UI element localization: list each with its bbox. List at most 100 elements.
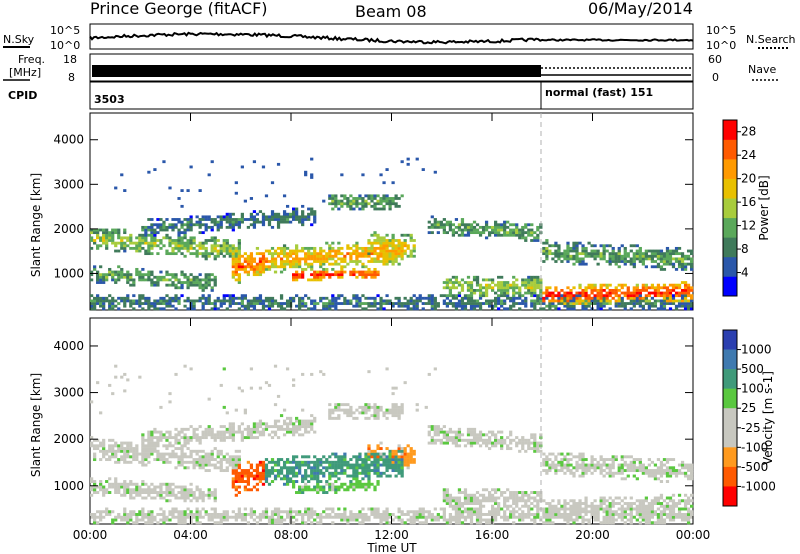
velocity-cell xyxy=(548,507,552,511)
power-cell xyxy=(343,254,347,258)
power-cell xyxy=(394,249,398,253)
power-cell xyxy=(497,296,501,300)
power-cell xyxy=(159,299,163,303)
velocity-cell xyxy=(186,507,190,511)
power-cell xyxy=(530,283,534,287)
power-cell xyxy=(397,299,401,303)
velocity-cell xyxy=(527,515,531,519)
power-cell xyxy=(96,302,100,305)
velocity-cell xyxy=(457,521,462,525)
velocity-cell xyxy=(186,493,190,497)
power-cell xyxy=(295,257,299,261)
velocity-cell xyxy=(201,449,205,453)
velocity-cell xyxy=(216,460,220,464)
power-cell xyxy=(572,307,576,311)
power-cell xyxy=(150,270,154,274)
velocity-cell xyxy=(316,466,320,470)
power-cell xyxy=(331,302,335,305)
power-cell xyxy=(382,262,386,266)
velocity-cell xyxy=(174,515,178,519)
power-cell xyxy=(228,215,232,219)
velocity-cell xyxy=(554,510,558,514)
power-cell xyxy=(237,281,241,284)
power-cell xyxy=(373,267,377,271)
power-cell xyxy=(258,270,263,274)
power-cell xyxy=(96,275,100,279)
power-cell xyxy=(484,220,489,224)
power-cell xyxy=(578,257,582,261)
power-cell xyxy=(506,288,510,292)
power-cell xyxy=(683,257,688,261)
velocity-cell xyxy=(282,433,287,437)
velocity-cell xyxy=(132,452,136,456)
velocity-cell xyxy=(117,458,121,462)
velocity-cell xyxy=(310,510,314,514)
power-cell xyxy=(427,296,431,300)
power-cell xyxy=(96,228,100,232)
power-cell xyxy=(258,252,263,256)
power-cell xyxy=(620,244,624,248)
power-cell xyxy=(195,278,199,282)
power-cell xyxy=(349,204,353,208)
velocity-cell xyxy=(255,521,260,525)
power-cell xyxy=(313,307,317,311)
power-cell xyxy=(120,296,124,300)
power-cell xyxy=(361,273,365,277)
power-cell xyxy=(370,244,374,248)
power-cell xyxy=(273,252,278,256)
power-cell xyxy=(201,218,205,221)
velocity-cell xyxy=(165,458,169,462)
power-cell xyxy=(120,173,124,177)
power-cell xyxy=(481,228,486,232)
power-cell xyxy=(144,241,148,245)
power-cell xyxy=(497,231,501,235)
power-cell xyxy=(590,286,594,290)
velocity-cell xyxy=(328,471,332,475)
power-cell xyxy=(653,286,658,290)
power-cell xyxy=(623,302,627,305)
velocity-cell xyxy=(367,471,371,475)
power-cell xyxy=(301,296,305,300)
power-cell xyxy=(331,267,335,271)
velocity-cell xyxy=(331,463,335,467)
velocity-cell xyxy=(135,518,139,522)
power-cell xyxy=(370,204,374,208)
power-cell xyxy=(141,278,145,282)
velocity-cell xyxy=(234,474,238,478)
power-cell xyxy=(201,294,205,298)
velocity-cell xyxy=(195,438,199,442)
power-cell xyxy=(671,288,676,292)
power-cell xyxy=(497,283,501,287)
velocity-cell xyxy=(469,430,474,434)
velocity-cell xyxy=(231,471,235,475)
power-cell xyxy=(237,257,241,261)
power-cell xyxy=(394,302,398,305)
velocity-cell xyxy=(180,444,184,448)
power-cell xyxy=(635,283,639,287)
y-tick-label: 4000 xyxy=(53,133,84,147)
velocity-cell xyxy=(195,521,199,525)
velocity-cell xyxy=(343,471,347,475)
velocity-cell xyxy=(334,416,338,420)
velocity-cell xyxy=(509,513,513,516)
velocity-cell xyxy=(126,482,130,486)
velocity-cell xyxy=(162,455,166,459)
velocity-cell xyxy=(364,485,368,489)
power-cell xyxy=(617,304,621,308)
power-cell xyxy=(560,252,564,256)
power-cell xyxy=(180,252,184,256)
power-cell xyxy=(569,296,573,300)
power-cell xyxy=(132,299,136,303)
power-cell xyxy=(201,288,205,292)
power-cell xyxy=(500,302,504,305)
velocity-cell xyxy=(478,510,483,514)
power-cell xyxy=(99,281,103,284)
velocity-cell xyxy=(545,502,549,505)
velocity-cell xyxy=(316,474,320,478)
velocity-cell xyxy=(213,433,217,437)
velocity-cell xyxy=(207,515,211,519)
velocity-cell xyxy=(177,460,181,464)
power-cell xyxy=(572,296,576,300)
velocity-cell xyxy=(403,447,407,451)
power-cell xyxy=(593,302,597,305)
